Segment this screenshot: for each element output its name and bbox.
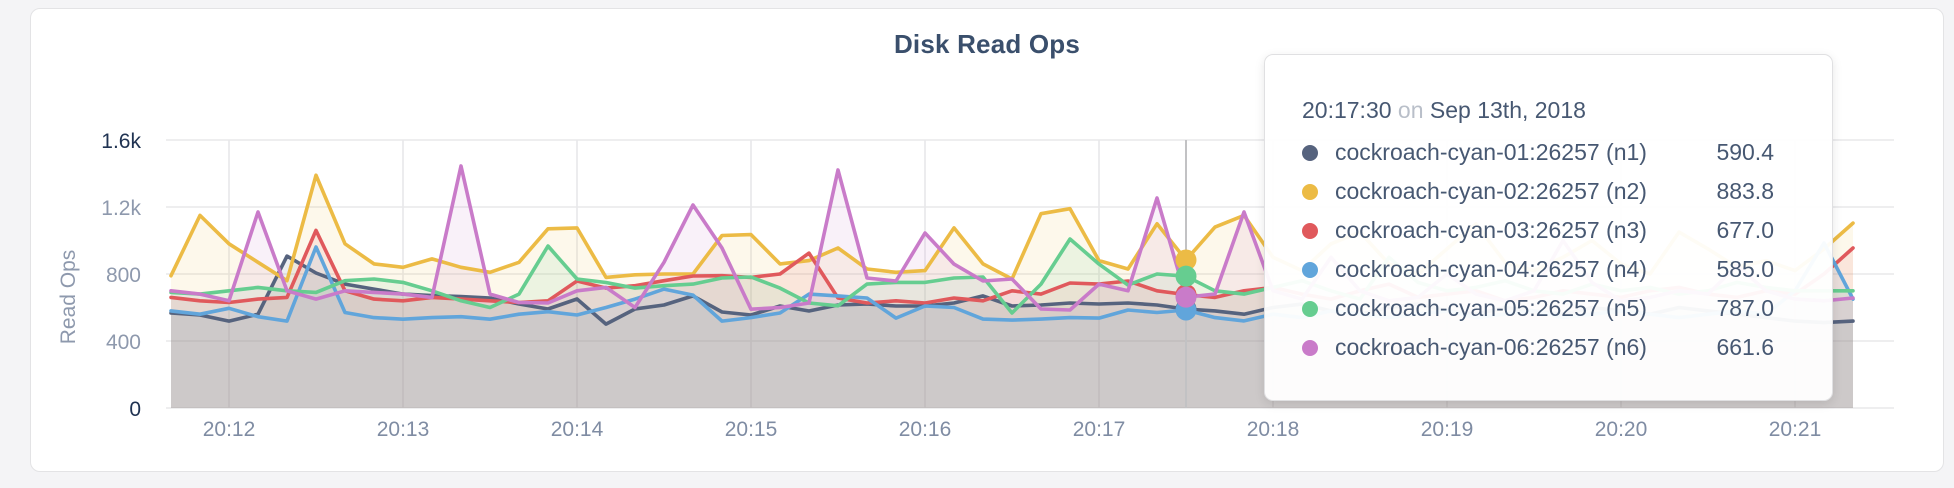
tooltip-time: 20:17:30 — [1302, 97, 1392, 123]
hover-dot — [1175, 249, 1197, 271]
series-value: 590.4 — [1716, 139, 1774, 165]
y-tick-label: 1.2k — [101, 197, 141, 220]
hover-dots — [1175, 249, 1197, 321]
tooltip-rows: cockroach-cyan-01:26257 (n1) 590.4 cockroa… — [1302, 133, 1774, 367]
series-name: cockroach-cyan-06:26257 (n6) — [1335, 334, 1647, 360]
tooltip-series-row: cockroach-cyan-05:26257 (n5) 787.0 — [1302, 289, 1774, 328]
series-name: cockroach-cyan-02:26257 (n2) — [1335, 178, 1647, 204]
x-tick-label: 20:12 — [203, 418, 256, 441]
series-color-dot — [1302, 222, 1318, 239]
x-tick-label: 20:21 — [1769, 418, 1822, 441]
series-value: 585.0 — [1716, 256, 1774, 282]
tooltip-series-row: cockroach-cyan-02:26257 (n2) 883.8 — [1302, 172, 1774, 211]
series-name: cockroach-cyan-04:26257 (n4) — [1335, 256, 1647, 282]
series-color-dot — [1302, 339, 1318, 356]
x-tick-label: 20:14 — [551, 418, 604, 441]
axis-tick-labels: 0 400 800 1.2k 1.6k 20:12 20:13 20:14 20:15 20:16… — [101, 130, 1821, 441]
series-name: cockroach-cyan-03:26257 (n3) — [1335, 217, 1647, 243]
x-tick-label: 20:19 — [1421, 418, 1474, 441]
x-tick-label: 20:15 — [725, 418, 778, 441]
tooltip-on-word: on — [1397, 97, 1424, 123]
x-tick-label: 20:18 — [1247, 418, 1300, 441]
chart-title: Disk Read Ops — [893, 29, 1081, 59]
y-tick-label: 400 — [106, 331, 141, 354]
chart-tooltip: 20:17:30 on Sep 13th, 2018 cockroach-cya… — [1264, 54, 1833, 401]
chart-card: Disk Read Ops Read Ops 0 400 800 1.2k 1.6k 20… — [30, 8, 1944, 472]
tooltip-series-row: cockroach-cyan-03:26257 (n3) 677.0 — [1302, 211, 1774, 250]
tooltip-date: Sep 13th, 2018 — [1429, 97, 1586, 123]
tooltip-series-row: cockroach-cyan-04:26257 (n4) 585.0 — [1302, 250, 1774, 289]
series-value: 661.6 — [1716, 334, 1774, 360]
tooltip-series-row: cockroach-cyan-01:26257 (n1) 590.4 — [1302, 133, 1774, 172]
series-name: cockroach-cyan-01:26257 (n1) — [1335, 139, 1647, 165]
tooltip-title: 20:17:30 on Sep 13th, 2018 — [1302, 97, 1774, 123]
hover-dot — [1175, 286, 1197, 308]
x-tick-label: 20:20 — [1595, 418, 1648, 441]
series-color-dot — [1302, 261, 1318, 278]
series-value: 883.8 — [1716, 178, 1774, 204]
series-value: 787.0 — [1716, 295, 1774, 321]
series-color-dot — [1302, 300, 1318, 317]
series-color-dot — [1302, 183, 1318, 200]
y-tick-label: 800 — [106, 264, 141, 287]
series-value: 677.0 — [1716, 217, 1774, 243]
x-tick-label: 20:13 — [377, 418, 430, 441]
hover-dot — [1175, 265, 1197, 287]
series-color-dot — [1302, 144, 1318, 161]
y-tick-label: 0 — [129, 398, 141, 421]
series-name: cockroach-cyan-05:26257 (n5) — [1335, 295, 1647, 321]
tooltip-series-row: cockroach-cyan-06:26257 (n6) 661.6 — [1302, 328, 1774, 367]
x-tick-label: 20:16 — [899, 418, 952, 441]
x-tick-label: 20:17 — [1073, 418, 1126, 441]
y-tick-label: 1.6k — [101, 130, 141, 153]
